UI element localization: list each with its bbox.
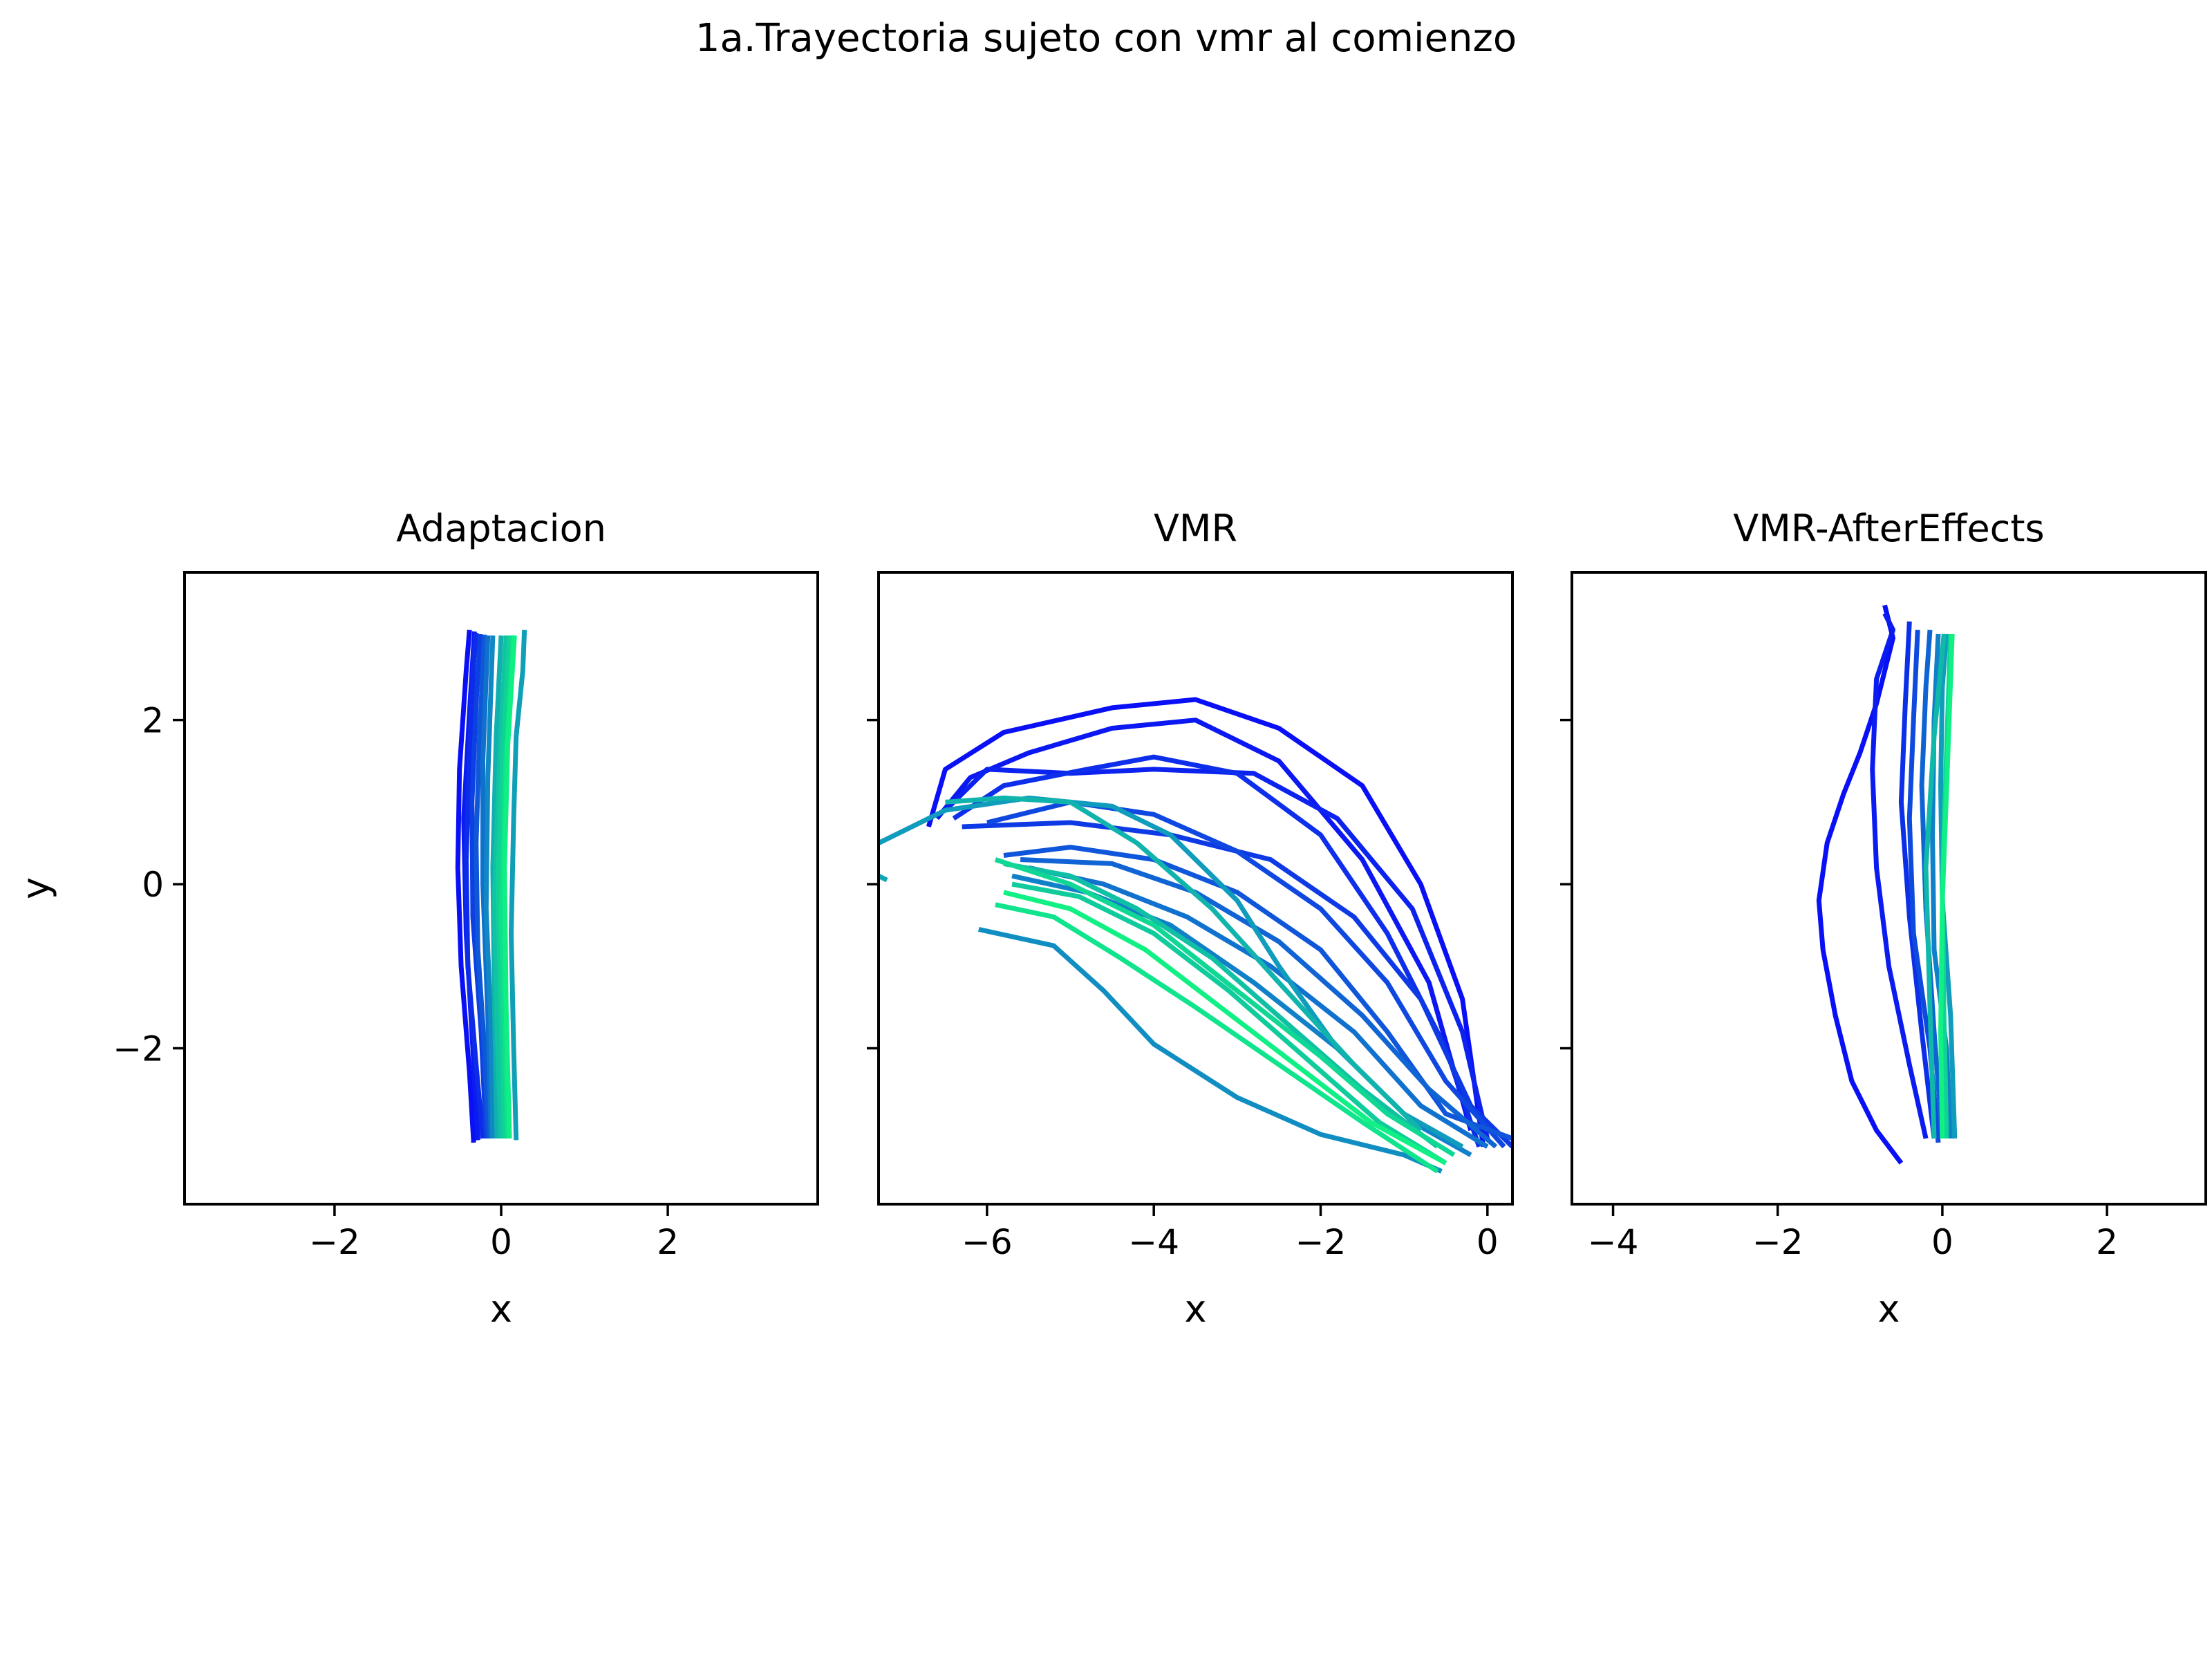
x-tick-label: 0: [1477, 1222, 1499, 1262]
x-tick-label: −2: [1752, 1222, 1803, 1262]
series-line-10: [1938, 633, 1955, 1139]
x-tick-label: −2: [1295, 1222, 1347, 1262]
x-tick-label: 2: [2096, 1222, 2118, 1262]
subplot-title: VMR-AfterEffects: [1733, 507, 2044, 550]
series-line-13: [879, 874, 888, 883]
series-line-8: [1020, 857, 1498, 1149]
series-line-16: [1011, 881, 1447, 1165]
series-line-13: [502, 635, 517, 1139]
plot-frame: [1571, 571, 2207, 1206]
series-line-5: [1919, 629, 1945, 1139]
series-line-9: [1028, 865, 1489, 1149]
series-line-6: [480, 635, 494, 1139]
series-line-1: [455, 629, 476, 1143]
series-line-19: [1003, 890, 1447, 1165]
x-axis-label: x: [1878, 1287, 1900, 1331]
figure-title: 1a.Trayectoria sujeto con vmr al comienz…: [695, 16, 1517, 61]
series-line-7: [483, 635, 496, 1139]
series-line-7: [1003, 845, 1512, 1141]
series-line-1: [1816, 604, 1904, 1165]
series-line-1: [926, 697, 1486, 1147]
y-tick-label: 2: [142, 701, 164, 741]
series-line-5: [474, 635, 491, 1139]
x-axis-label: x: [490, 1287, 512, 1331]
series-line-3: [944, 767, 1490, 1139]
series-line-5: [962, 820, 1512, 1149]
subplot-title: Adaptacion: [396, 507, 606, 550]
series-group: [455, 629, 527, 1143]
series-line-11: [978, 926, 1443, 1174]
subplot-3: −4 −2 0 2 VMR-AfterEffects x: [1560, 507, 2207, 1331]
series-line-4: [469, 633, 489, 1139]
series-group: [1816, 604, 1958, 1165]
y-tick-label: 0: [142, 865, 164, 905]
series-line-3: [1898, 621, 1937, 1139]
y-axis-label: y: [14, 877, 57, 899]
x-tick-label: −2: [309, 1222, 360, 1262]
series-line-8: [1923, 633, 1947, 1139]
subplot-1: −2 0 2 −2 0 2 Adaptacion x y: [14, 507, 819, 1331]
series-group: [879, 697, 1512, 1174]
x-tick-label: −4: [1128, 1222, 1179, 1262]
series-line-11: [495, 635, 512, 1139]
series-line-2: [1870, 612, 1929, 1139]
series-line-3: [463, 632, 485, 1139]
series-line-14: [945, 795, 1423, 1132]
x-tick-label: −4: [1588, 1222, 1639, 1262]
subplot-title: VMR: [1154, 507, 1237, 550]
series-line-18: [995, 902, 1439, 1174]
series-line-8: [509, 629, 527, 1141]
y-tick-label: −2: [113, 1029, 164, 1069]
subplot-2: −6 −4 −2 0 VMR x: [867, 507, 1514, 1331]
series-line-10: [491, 635, 509, 1139]
x-tick-label: 2: [657, 1222, 679, 1262]
x-tick-label: 0: [490, 1222, 512, 1262]
x-tick-label: 0: [1931, 1222, 1953, 1262]
plot-frame: [877, 571, 1514, 1206]
series-line-17: [994, 857, 1456, 1157]
x-tick-label: −6: [962, 1222, 1013, 1262]
x-axis-label: x: [1185, 1287, 1207, 1331]
